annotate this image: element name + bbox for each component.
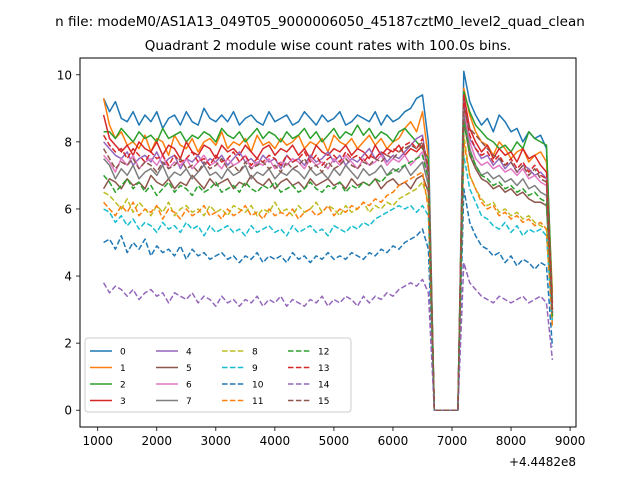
legend-box bbox=[84, 337, 352, 413]
legend-label-5: 5 bbox=[186, 364, 192, 374]
x-tick-label-7000: 7000 bbox=[437, 434, 468, 448]
y-tick-label-0: 0 bbox=[64, 404, 72, 418]
x-tick-label-1000: 1000 bbox=[82, 434, 113, 448]
legend-label-8: 8 bbox=[252, 348, 258, 358]
x-tick-label-9000: 9000 bbox=[555, 434, 586, 448]
chart-title: Quadrant 2 module wise count rates with … bbox=[145, 38, 511, 54]
series-line-9 bbox=[103, 154, 554, 411]
legend-label-1: 1 bbox=[120, 364, 126, 374]
x-tick-label-8000: 8000 bbox=[496, 434, 527, 448]
series-line-11 bbox=[103, 141, 554, 411]
legend-label-6: 6 bbox=[186, 381, 192, 391]
legend-label-9: 9 bbox=[252, 364, 258, 374]
series-line-3 bbox=[102, 94, 554, 411]
series-group bbox=[102, 70, 554, 411]
y-tick-label-10: 10 bbox=[57, 68, 72, 82]
axes-frame bbox=[79, 57, 577, 428]
series-line-12 bbox=[103, 120, 554, 411]
legend-label-10: 10 bbox=[252, 381, 264, 391]
y-tick-label-6: 6 bbox=[64, 202, 72, 216]
series-line-13 bbox=[102, 100, 554, 411]
legend-label-12: 12 bbox=[318, 348, 329, 358]
legend-label-3: 3 bbox=[120, 397, 126, 407]
y-axis: 0 2 4 6 8 10 bbox=[57, 68, 80, 418]
series-line-10 bbox=[103, 188, 554, 411]
series-line-15 bbox=[102, 107, 554, 411]
series-line-0 bbox=[102, 70, 554, 411]
legend-label-0: 0 bbox=[120, 348, 126, 358]
x-tick-label-3000: 3000 bbox=[201, 434, 232, 448]
y-tick-label-2: 2 bbox=[64, 337, 72, 351]
legend-label-13: 13 bbox=[318, 364, 329, 374]
series-line-2 bbox=[103, 90, 554, 411]
legend-label-2: 2 bbox=[120, 381, 126, 391]
legend-label-15: 15 bbox=[318, 397, 329, 407]
series-line-6 bbox=[103, 107, 554, 411]
y-tick-label-4: 4 bbox=[64, 270, 72, 284]
x-offset-label: +4.4482e8 bbox=[509, 455, 576, 469]
x-tick-label-4000: 4000 bbox=[260, 434, 291, 448]
x-axis: 1000 2000 3000 4000 5000 6000 7000 8000 9000 bbox=[82, 427, 585, 448]
legend-label-4: 4 bbox=[186, 348, 192, 358]
x-tick-label-5000: 5000 bbox=[319, 434, 350, 448]
y-tick-label-8: 8 bbox=[64, 135, 72, 149]
legend-label-11: 11 bbox=[252, 397, 263, 407]
legend-label-7: 7 bbox=[186, 397, 192, 407]
legend-label-14: 14 bbox=[318, 381, 330, 391]
figure-suptitle: n file: modeM0/AS1A13_049T05_9000006050_… bbox=[55, 14, 585, 30]
x-tick-label-6000: 6000 bbox=[378, 434, 409, 448]
x-tick-label-2000: 2000 bbox=[141, 434, 172, 448]
